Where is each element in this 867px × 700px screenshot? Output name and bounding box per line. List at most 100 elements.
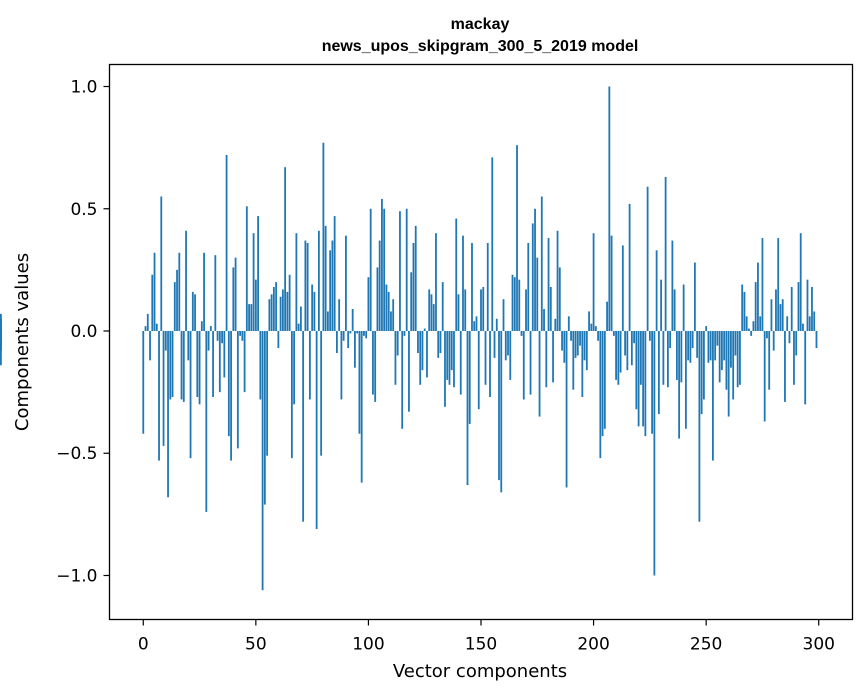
bar xyxy=(254,279,257,331)
bar xyxy=(475,316,478,331)
bar xyxy=(212,331,214,398)
bar xyxy=(772,331,775,351)
bar xyxy=(354,331,356,368)
bar xyxy=(491,157,494,331)
bar xyxy=(680,331,683,383)
bar xyxy=(363,331,365,336)
bar xyxy=(518,279,521,331)
bar xyxy=(669,331,672,349)
bar xyxy=(594,326,597,331)
bar xyxy=(693,262,696,331)
bar xyxy=(763,331,766,422)
bar xyxy=(808,316,811,331)
bar xyxy=(453,331,455,388)
bar xyxy=(430,294,433,331)
bar xyxy=(396,331,399,356)
bar xyxy=(617,331,620,385)
bar xyxy=(561,331,563,351)
bar xyxy=(216,331,219,341)
bar xyxy=(608,86,611,331)
bar xyxy=(644,331,647,437)
bar xyxy=(182,331,185,402)
bar xyxy=(462,235,464,331)
bar xyxy=(498,331,500,481)
bar xyxy=(572,331,575,390)
bar xyxy=(804,331,807,405)
bar xyxy=(795,331,798,356)
bar xyxy=(698,331,701,522)
bar xyxy=(662,331,665,385)
bar xyxy=(189,331,192,459)
bar xyxy=(689,331,692,363)
bar xyxy=(146,313,149,331)
bar xyxy=(621,245,624,331)
bar xyxy=(534,208,536,331)
bar xyxy=(288,274,291,331)
bar xyxy=(149,331,151,361)
bar xyxy=(610,235,613,331)
bar xyxy=(552,331,554,383)
bar xyxy=(784,331,786,402)
bar xyxy=(390,311,392,331)
bar xyxy=(484,331,487,385)
bar xyxy=(766,331,768,339)
bar xyxy=(743,291,746,331)
bar xyxy=(464,289,467,331)
bar xyxy=(322,142,325,331)
bar xyxy=(486,242,489,331)
bar xyxy=(471,242,473,331)
bar xyxy=(414,225,417,331)
bar xyxy=(340,331,343,400)
bar xyxy=(331,240,334,331)
bar xyxy=(745,316,748,331)
bar xyxy=(171,331,174,398)
bar xyxy=(223,331,226,378)
bar xyxy=(815,331,818,349)
bar xyxy=(556,230,559,331)
bar xyxy=(268,299,271,331)
y-axis-label: Components values xyxy=(12,253,33,431)
bar xyxy=(540,196,543,331)
bar xyxy=(336,331,338,353)
bar xyxy=(153,252,156,331)
bar xyxy=(723,331,726,361)
bar xyxy=(504,331,507,361)
bar xyxy=(630,331,633,366)
bar xyxy=(437,331,440,358)
bar xyxy=(666,331,669,388)
bar xyxy=(520,331,523,336)
bar xyxy=(259,331,262,400)
bar xyxy=(426,331,428,378)
bar xyxy=(500,331,503,493)
bar xyxy=(257,216,259,331)
bar xyxy=(687,331,690,361)
bar xyxy=(628,203,631,331)
bar xyxy=(178,252,181,331)
bar xyxy=(739,331,741,385)
bar xyxy=(338,299,341,331)
bar xyxy=(806,279,809,331)
y-axis: 1.0 0.5 0.0 −0.5 −1.0 xyxy=(56,78,110,586)
bar xyxy=(660,279,663,331)
bar xyxy=(448,331,451,385)
bar xyxy=(394,331,397,385)
bar xyxy=(279,296,282,331)
y-tick-label: 0.0 xyxy=(70,322,97,342)
bar xyxy=(198,331,201,405)
bar xyxy=(797,282,800,331)
bar xyxy=(403,331,406,336)
bar xyxy=(635,331,638,410)
bar xyxy=(381,198,383,331)
bar xyxy=(543,308,545,331)
bar xyxy=(387,291,390,331)
bar xyxy=(585,331,588,371)
bar xyxy=(516,145,518,331)
bar xyxy=(308,331,311,400)
bar xyxy=(441,282,444,331)
bar xyxy=(664,176,667,331)
bar xyxy=(372,331,374,395)
bar xyxy=(252,233,255,331)
bar xyxy=(563,331,566,363)
bar xyxy=(599,331,602,459)
